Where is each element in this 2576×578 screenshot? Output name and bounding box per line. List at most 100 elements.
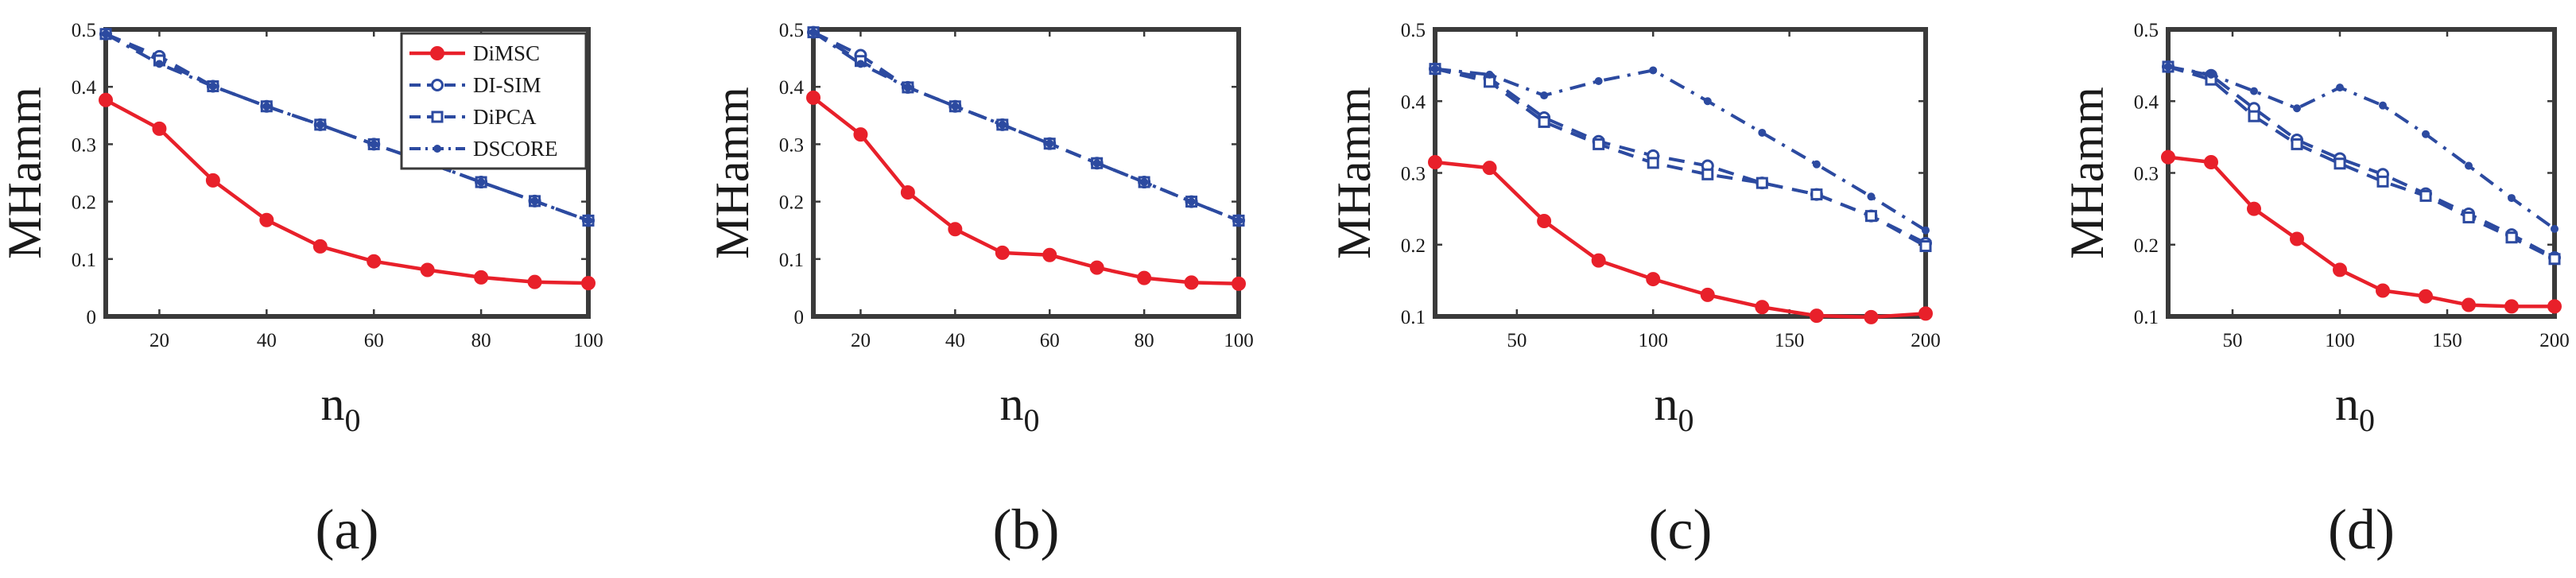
data-point <box>1646 272 1661 287</box>
legend-marker <box>431 111 444 123</box>
y-tick-label: 0.2 <box>2134 235 2159 257</box>
data-point <box>900 185 915 200</box>
x-axis-label-main: n <box>2335 378 2359 430</box>
chart-panel-3: 0.1 0.2 0.3 0.4 0.5 50 100 150 200 MHamm n0 (c) <box>1328 20 1941 561</box>
y-tick-label: 0.2 <box>1401 235 1426 257</box>
data-point <box>2248 110 2260 122</box>
data-point <box>2419 289 2433 304</box>
data-point <box>2551 224 2559 233</box>
legend-entry-label: DiPCA <box>473 105 537 129</box>
data-point <box>208 82 217 91</box>
data-point <box>2422 130 2430 138</box>
data-point <box>2250 87 2258 95</box>
axes-frame <box>2166 27 2557 319</box>
series-dimsc <box>1428 154 1933 324</box>
data-point <box>316 120 324 129</box>
y-tick-label: 0.4 <box>72 77 97 99</box>
data-point <box>2334 157 2346 170</box>
data-point <box>998 120 1007 129</box>
data-point <box>312 239 328 254</box>
series-line <box>2167 64 2556 231</box>
data-point <box>1089 260 1104 275</box>
data-point <box>477 178 486 187</box>
data-point <box>530 196 539 205</box>
x-tick-label: 40 <box>945 330 965 351</box>
y-tick-label: 0.1 <box>1401 307 1426 328</box>
series-line <box>1434 67 1926 248</box>
legend-marker <box>431 79 444 91</box>
y-axis-label: MHamm <box>706 87 758 259</box>
series-line <box>2167 64 2555 261</box>
x-tick-label: 150 <box>1775 330 1805 351</box>
x-tick-label: 200 <box>2539 330 2570 351</box>
data-point <box>1092 159 1101 168</box>
data-point <box>1140 178 1149 187</box>
x-tick-label: 50 <box>1507 330 1527 351</box>
data-point <box>2379 101 2387 110</box>
series-line <box>2167 64 2555 259</box>
subfigure-caption: (d) <box>2328 498 2395 561</box>
data-point <box>1647 157 1659 169</box>
series-dimsc <box>806 90 1246 291</box>
x-axis-label: n0 <box>1000 378 1040 438</box>
chart-panel-1: 00.10.20.30.40.520 40 60 80 100MHammn0DiMSCD… <box>0 20 603 561</box>
x-axis-label-subscript: 0 <box>1024 402 1040 438</box>
data-point <box>2376 283 2390 298</box>
x-tick-label: 100 <box>2325 330 2355 351</box>
y-tick-label: 0.1 <box>779 250 804 271</box>
series-dipca <box>807 26 1245 227</box>
series-line <box>105 33 589 223</box>
series-di-sim <box>807 25 1245 227</box>
y-tick-label: 0 <box>794 307 805 328</box>
data-point <box>1485 70 1494 79</box>
data-point <box>1922 226 1930 235</box>
data-point <box>2291 138 2303 150</box>
data-point <box>1431 64 1439 73</box>
data-point <box>584 216 592 225</box>
y-tick-label: 0.4 <box>2134 91 2159 113</box>
legend-entry-label: DiMSC <box>473 41 540 65</box>
x-tick-label: 100 <box>1638 330 1668 351</box>
legend: DiMSC DI-SIM DiPCA DSCORE <box>400 32 588 170</box>
x-axis-label: n0 <box>2335 378 2375 438</box>
data-point <box>2547 299 2562 314</box>
data-point <box>527 274 542 289</box>
legend-entry-label: DSCORE <box>473 137 558 161</box>
data-point <box>1137 270 1152 285</box>
data-point <box>1594 76 1603 85</box>
data-point <box>1593 138 1605 150</box>
x-tick-label: 60 <box>1040 330 1060 351</box>
y-tick-label: 0.4 <box>779 77 805 99</box>
y-tick-label: 0.1 <box>2134 307 2159 328</box>
x-axis-label: n0 <box>1655 378 1694 438</box>
data-point <box>1864 309 1879 324</box>
data-point <box>1812 160 1821 169</box>
series-line <box>2167 155 2555 308</box>
data-point <box>1700 287 1715 302</box>
data-point <box>1232 276 1246 291</box>
series-di-sim <box>2162 60 2561 264</box>
data-point <box>806 90 821 105</box>
y-axis-label: MHamm <box>2061 87 2113 259</box>
data-point <box>2462 211 2475 223</box>
data-point <box>995 245 1010 260</box>
data-point <box>1187 197 1196 206</box>
x-tick-label: 50 <box>2223 330 2243 351</box>
data-point <box>2548 253 2561 266</box>
data-point <box>1046 139 1054 148</box>
series-di-sim <box>1429 62 1932 250</box>
x-axis-label-main: n <box>321 378 345 430</box>
data-point <box>1184 275 1199 290</box>
data-point <box>2376 175 2389 188</box>
y-tick-label: 0.3 <box>72 134 96 156</box>
data-point <box>2419 189 2432 202</box>
data-point <box>259 212 274 227</box>
data-point <box>809 28 817 37</box>
data-point <box>2333 262 2347 277</box>
series-line <box>1434 160 1926 320</box>
data-point <box>2505 231 2518 244</box>
data-point <box>903 83 912 91</box>
data-point <box>2462 297 2476 312</box>
